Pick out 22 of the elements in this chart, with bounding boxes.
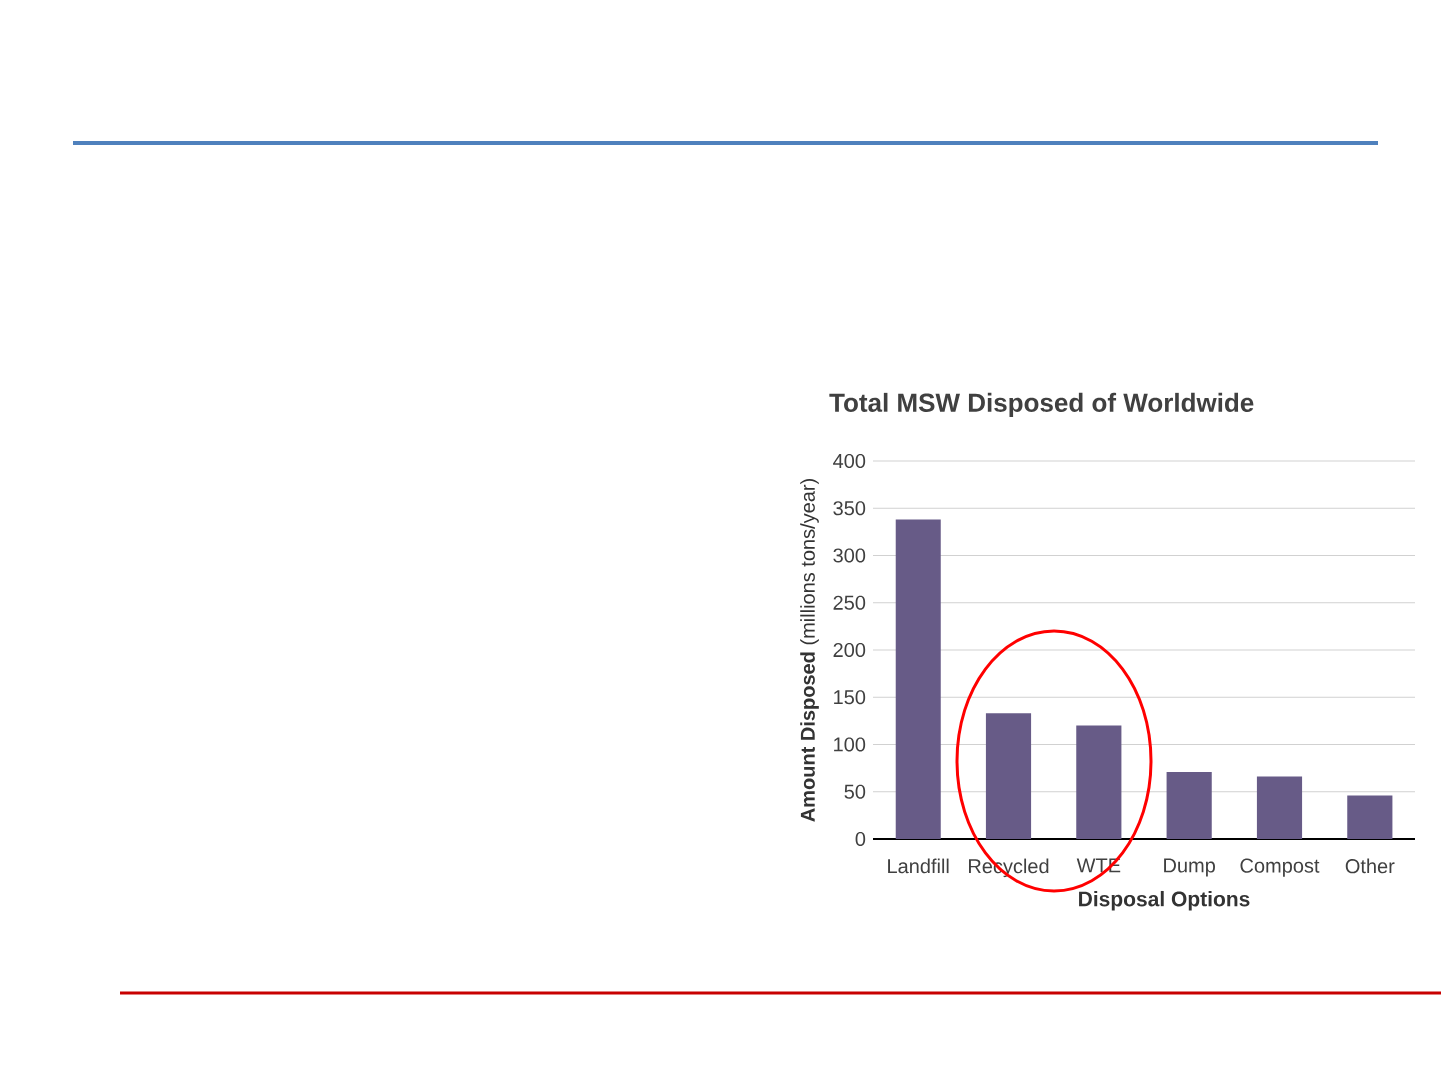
y-axis-title: Amount Disposed (millions tons/year) [800, 479, 819, 822]
bar [985, 713, 1032, 839]
x-tick-label: Dump [1164, 858, 1215, 877]
y-tick-label: 150 [834, 690, 866, 705]
y-tick-label: 100 [834, 737, 866, 752]
x-tick-label: Compost [1240, 858, 1320, 877]
x-axis-title: Disposal Options [1079, 890, 1250, 911]
x-tick-label: Other [1345, 858, 1395, 874]
y-tick-label: 400 [833, 453, 866, 469]
bar [895, 519, 941, 839]
bar [1166, 771, 1212, 839]
y-tick-label: 250 [833, 595, 866, 610]
x-tick-label: Landfill [888, 858, 949, 874]
bar [1256, 776, 1303, 839]
bar [1347, 795, 1393, 839]
y-tick-label: 50 [844, 784, 866, 799]
y-tick-label: 200 [833, 642, 866, 658]
y-tick-label: 350 [833, 501, 866, 516]
y-tick-label: 300 [833, 548, 866, 563]
chart-title: Total MSW Disposed of Worldwide [829, 392, 1254, 418]
y-tick-label: 0 [855, 831, 866, 847]
bar [1076, 725, 1122, 839]
